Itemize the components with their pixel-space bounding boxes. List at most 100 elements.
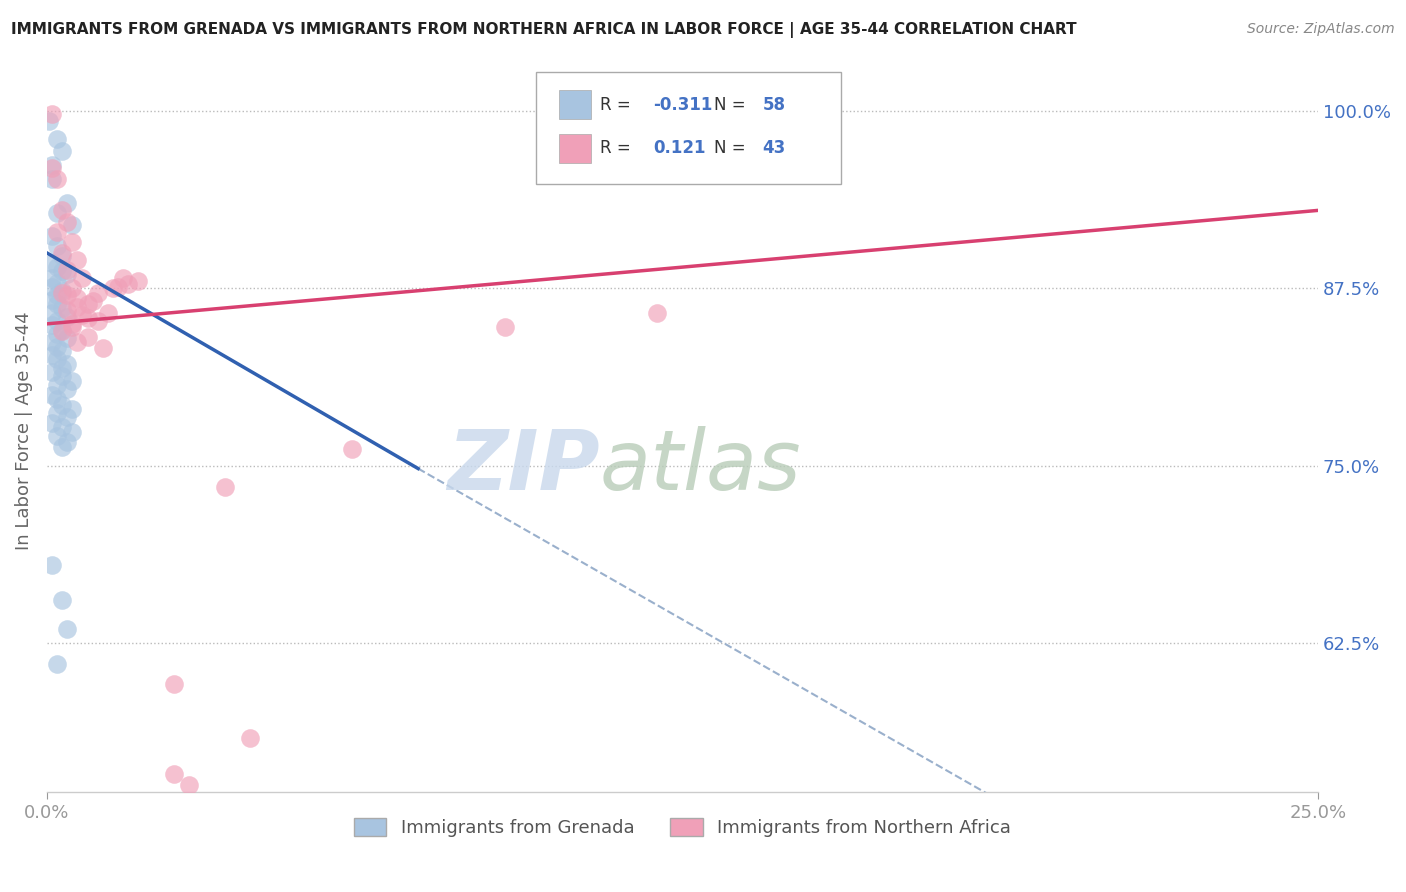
Point	[51, 398, 73, 412]
Point	[239, 731, 262, 745]
Text: N =: N =	[714, 139, 751, 157]
Point	[60, 425, 83, 439]
Point	[82, 294, 104, 309]
Legend: Immigrants from Grenada, Immigrants from Northern Africa: Immigrants from Grenada, Immigrants from…	[346, 811, 1018, 845]
Point	[41, 365, 63, 379]
Point	[97, 305, 120, 319]
Point	[66, 335, 89, 350]
Point	[51, 360, 73, 375]
Point	[51, 284, 73, 298]
Point	[76, 329, 98, 343]
FancyBboxPatch shape	[536, 72, 841, 185]
Point	[101, 281, 124, 295]
Point	[645, 305, 668, 319]
Point	[46, 657, 69, 672]
Point	[60, 401, 83, 416]
Point	[56, 622, 79, 636]
Text: R =: R =	[600, 95, 636, 113]
Point	[60, 281, 83, 295]
Point	[51, 420, 73, 434]
Point	[46, 239, 69, 253]
Point	[87, 314, 110, 328]
Point	[46, 326, 69, 341]
Point	[41, 305, 63, 319]
Point	[41, 228, 63, 243]
Point	[56, 215, 79, 229]
Point	[72, 309, 94, 323]
Point	[163, 766, 186, 780]
Point	[46, 225, 69, 239]
Point	[41, 416, 63, 430]
Point	[340, 442, 363, 456]
Text: R =: R =	[600, 139, 636, 157]
Text: 0.121: 0.121	[654, 139, 706, 157]
Point	[72, 271, 94, 285]
Point	[46, 314, 69, 328]
Point	[41, 158, 63, 172]
Point	[56, 263, 79, 277]
Text: atlas: atlas	[600, 425, 801, 507]
Text: 43: 43	[762, 139, 786, 157]
Point	[60, 235, 83, 249]
Point	[51, 322, 73, 336]
Point	[51, 144, 73, 158]
Point	[56, 357, 79, 371]
FancyBboxPatch shape	[560, 134, 591, 162]
Point	[107, 280, 129, 294]
Text: 58: 58	[762, 95, 786, 113]
Point	[56, 382, 79, 396]
Point	[51, 343, 73, 358]
Point	[51, 440, 73, 454]
Point	[51, 324, 73, 338]
Point	[41, 107, 63, 121]
Point	[66, 300, 89, 314]
Point	[60, 374, 83, 388]
Point	[56, 310, 79, 324]
Point	[41, 172, 63, 186]
Text: N =: N =	[714, 95, 751, 113]
Point	[46, 288, 69, 302]
Point	[46, 392, 69, 406]
Point	[46, 340, 69, 354]
Point	[46, 406, 69, 420]
Point	[51, 203, 73, 218]
Point	[60, 218, 83, 232]
Text: -0.311: -0.311	[654, 95, 713, 113]
Point	[51, 369, 73, 384]
Point	[41, 335, 63, 350]
Point	[179, 778, 201, 792]
Point	[46, 297, 69, 311]
Point	[51, 593, 73, 607]
Point	[127, 274, 149, 288]
Point	[51, 249, 73, 263]
Point	[46, 206, 69, 220]
Point	[56, 331, 79, 345]
Point	[56, 434, 79, 449]
Point	[51, 246, 73, 260]
Point	[56, 267, 79, 281]
Point	[46, 429, 69, 443]
Point	[56, 288, 79, 302]
Point	[87, 285, 110, 300]
Point	[41, 318, 63, 333]
Text: ZIP: ZIP	[447, 425, 600, 507]
Point	[163, 677, 186, 691]
Point	[46, 172, 69, 186]
Point	[41, 558, 63, 572]
Text: IMMIGRANTS FROM GRENADA VS IMMIGRANTS FROM NORTHERN AFRICA IN LABOR FORCE | AGE : IMMIGRANTS FROM GRENADA VS IMMIGRANTS FR…	[11, 22, 1077, 38]
Text: Source: ZipAtlas.com: Source: ZipAtlas.com	[1247, 22, 1395, 37]
Y-axis label: In Labor Force | Age 35-44: In Labor Force | Age 35-44	[15, 311, 32, 549]
Point	[112, 271, 135, 285]
Point	[46, 352, 69, 367]
Point	[46, 276, 69, 290]
Point	[56, 196, 79, 211]
Point	[60, 317, 83, 331]
Point	[41, 161, 63, 175]
Point	[41, 293, 63, 307]
Point	[38, 114, 60, 128]
Point	[76, 311, 98, 326]
Point	[51, 301, 73, 316]
Point	[41, 256, 63, 270]
Point	[66, 291, 89, 305]
Point	[494, 319, 516, 334]
